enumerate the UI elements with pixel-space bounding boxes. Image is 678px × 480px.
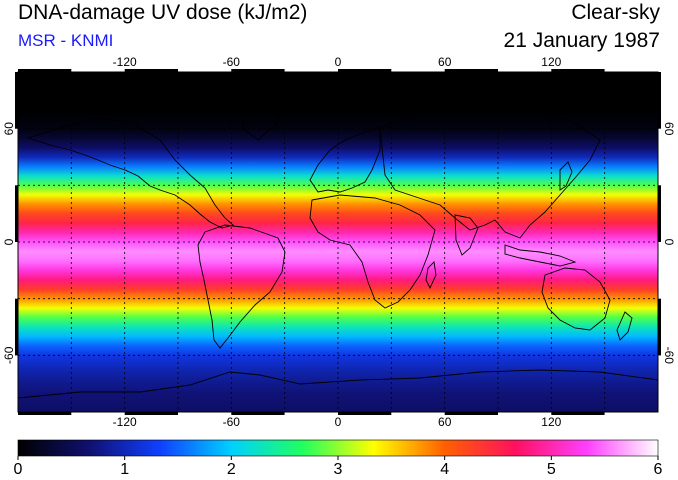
sky-condition-label: Clear-sky [571,1,660,24]
greenland-outline [234,84,286,141]
lon-label-top: 60 [438,55,452,69]
lat-label-right: 60 [662,122,676,136]
south-america-outline [197,224,286,349]
japan-outline [559,161,573,191]
lat-label-left: -60 [2,346,16,364]
lat-label-left: 0 [2,238,16,245]
colorbar-labels: 0 1 2 3 4 5 6 [14,461,663,478]
australia-outline [541,267,611,331]
antarctica-outline [18,369,658,399]
lon-label-bottom: 0 [335,415,342,429]
new-zealand-outline [616,311,633,341]
north-america-outline [26,117,234,229]
map-title: DNA-damage UV dose (kJ/m2) [18,1,308,24]
coastlines [18,84,658,399]
europe-outline [309,127,381,193]
longitude-labels: -120 -60 0 60 120 -120 -60 0 60 120 [113,55,562,429]
colorbar-ticks [17,456,659,460]
lon-label-top: -60 [223,55,241,69]
lon-label-top: 120 [541,55,561,69]
madagascar-outline [425,261,437,290]
lon-label-top: -120 [113,55,137,69]
colorbar-label: 2 [227,461,236,478]
colorbar [17,439,659,457]
lon-label-bottom: -60 [223,415,241,429]
lon-label-bottom: 60 [438,415,452,429]
colorbar-label: 3 [334,461,343,478]
date-label: 21 January 1987 [503,29,660,52]
lon-label-top: 0 [335,55,342,69]
source-label: MSR - KNMI [18,31,114,50]
asia-outline [379,104,601,239]
lat-label-right: 0 [662,239,676,246]
colorbar-label: 5 [547,461,556,478]
lon-label-bottom: -120 [113,415,137,429]
indonesia-outline [504,244,577,267]
colorbar-label: 1 [120,461,129,478]
lat-label-right: -60 [662,347,676,365]
colorbar-label: 0 [14,461,23,478]
india-outline [454,214,479,256]
colorbar-label: 4 [440,461,449,478]
latitude-labels: 60 0 -60 60 0 -60 [2,122,676,365]
colorbar-label: 6 [654,461,663,478]
africa-outline [309,194,436,309]
graticule [18,72,658,412]
frame-border-bars [15,69,661,415]
lon-label-bottom: 120 [541,415,561,429]
lat-label-left: 60 [2,122,16,136]
